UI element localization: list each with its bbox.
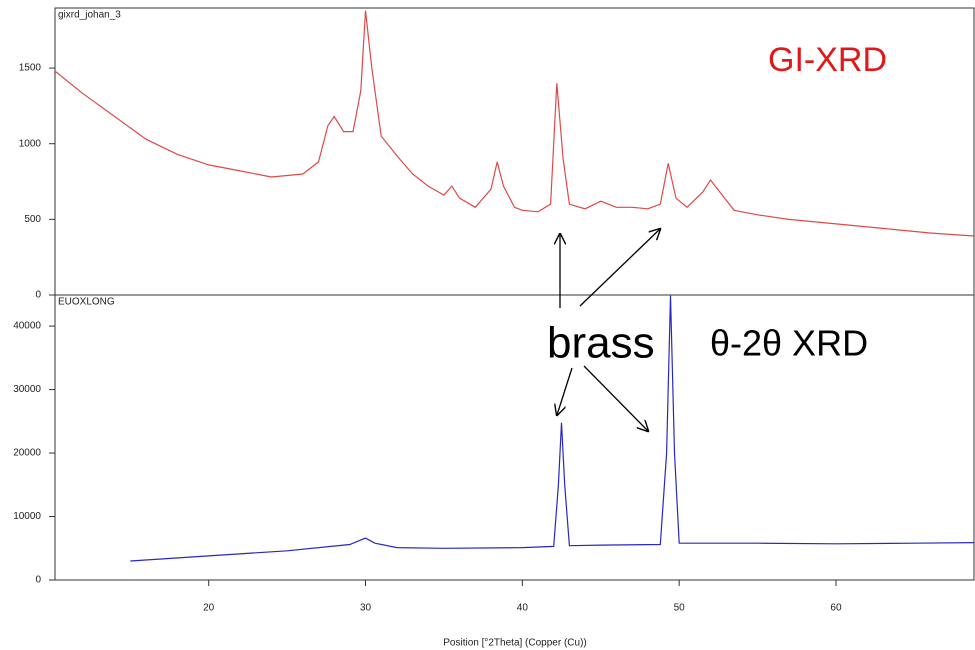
x-tick-label: 30 [360, 603, 372, 614]
plot-frame [54, 7, 975, 581]
y-tick-label: 0 [35, 290, 41, 301]
x-tick-label: 50 [674, 603, 686, 614]
y-tick-label: 40000 [13, 321, 41, 332]
y-tick-label: 1500 [19, 63, 42, 74]
data-line [54, 10, 975, 237]
arrow [579, 229, 660, 307]
y-tick-label: 0 [35, 575, 41, 586]
y-tick-label: 30000 [13, 384, 41, 395]
panel-title: gixrd_johan_3 [58, 10, 121, 21]
y-tick-label: 10000 [13, 511, 41, 522]
annotation: GI-XRD [768, 41, 887, 79]
x-axis-label: Position [°2Theta] (Copper (Cu)) [443, 638, 587, 649]
x-tick-label: 60 [830, 603, 842, 614]
y-tick-label: 20000 [13, 448, 41, 459]
y-tick-label: 500 [24, 214, 41, 225]
arrow [557, 367, 573, 415]
x-tick-label: 40 [517, 603, 529, 614]
data-line [130, 295, 975, 562]
panel-title: EUOXLONG [58, 297, 115, 308]
arrows [557, 229, 660, 431]
x-tick-label: 20 [203, 603, 215, 614]
y-tick-label: 1000 [19, 138, 42, 149]
arrow [583, 365, 648, 431]
annotation: brass [547, 319, 655, 368]
annotation: θ-2θ XRD [710, 323, 868, 364]
